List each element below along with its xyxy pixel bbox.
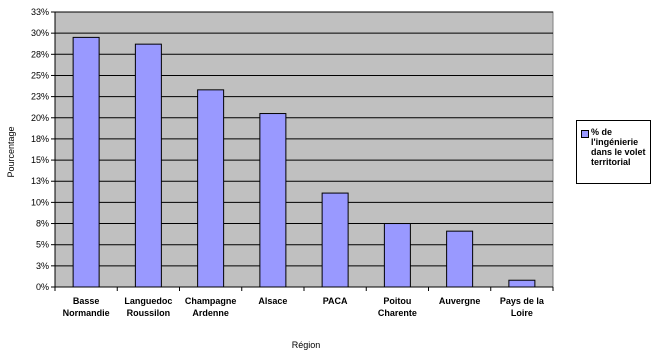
- legend: % de l'ingénierie dans le volet territor…: [576, 120, 651, 184]
- x-tick-label: Roussilon: [127, 308, 171, 318]
- x-tick-label: Basse: [73, 296, 100, 306]
- bar: [259, 113, 287, 288]
- plot-area: [54, 11, 554, 288]
- x-tick-label: Charente: [378, 308, 417, 318]
- y-tick-label: 20%: [31, 113, 49, 123]
- x-tick-label: Champagne: [185, 296, 237, 306]
- x-tick-label: PACA: [323, 296, 348, 306]
- x-axis-ticks: Basse Normandie Languedoc Roussilon Champagn…: [54, 287, 554, 318]
- y-axis-title: Pourcentage: [6, 126, 16, 177]
- x-tick-label: Alsace: [258, 296, 287, 306]
- y-tick-label: 25%: [31, 70, 49, 80]
- y-tick-label: 33%: [31, 7, 49, 17]
- y-tick-label: 15%: [31, 155, 49, 165]
- x-tick-label: Normandie: [63, 308, 110, 318]
- y-tick-label: 30%: [31, 28, 49, 38]
- x-tick-label: Ardenne: [192, 308, 229, 318]
- y-tick-label: 23%: [31, 92, 49, 102]
- y-tick-label: 0%: [36, 282, 49, 292]
- bar: [383, 223, 411, 288]
- y-tick-label: 3%: [36, 261, 49, 271]
- bar: [321, 192, 349, 288]
- x-tick-label: Poitou: [383, 296, 411, 306]
- bar: [446, 230, 474, 288]
- y-tick-label: 28%: [31, 49, 49, 59]
- y-tick-label: 13%: [31, 176, 49, 186]
- y-tick-label: 10%: [31, 197, 49, 207]
- x-tick-label: Pays de la: [500, 296, 545, 306]
- bar: [508, 279, 536, 288]
- bar: [197, 89, 225, 288]
- legend-swatch: [581, 130, 589, 138]
- y-tick-label: 8%: [36, 219, 49, 229]
- bars: [72, 36, 536, 288]
- bar: [72, 36, 100, 288]
- x-axis-title: Région: [292, 340, 321, 350]
- bar: [134, 43, 162, 288]
- legend-label: % de l'ingénierie dans le volet territor…: [591, 127, 646, 167]
- x-tick-label: Loire: [511, 308, 533, 318]
- x-tick-label: Auvergne: [439, 296, 481, 306]
- y-tick-label: 18%: [31, 134, 49, 144]
- x-tick-label: Languedoc: [124, 296, 172, 306]
- y-tick-label: 5%: [36, 240, 49, 250]
- y-axis-ticks: 0% 3% 5% 8% 10% 13% 15% 18% 20% 23% 25% 28% 30% 33%: [31, 7, 55, 292]
